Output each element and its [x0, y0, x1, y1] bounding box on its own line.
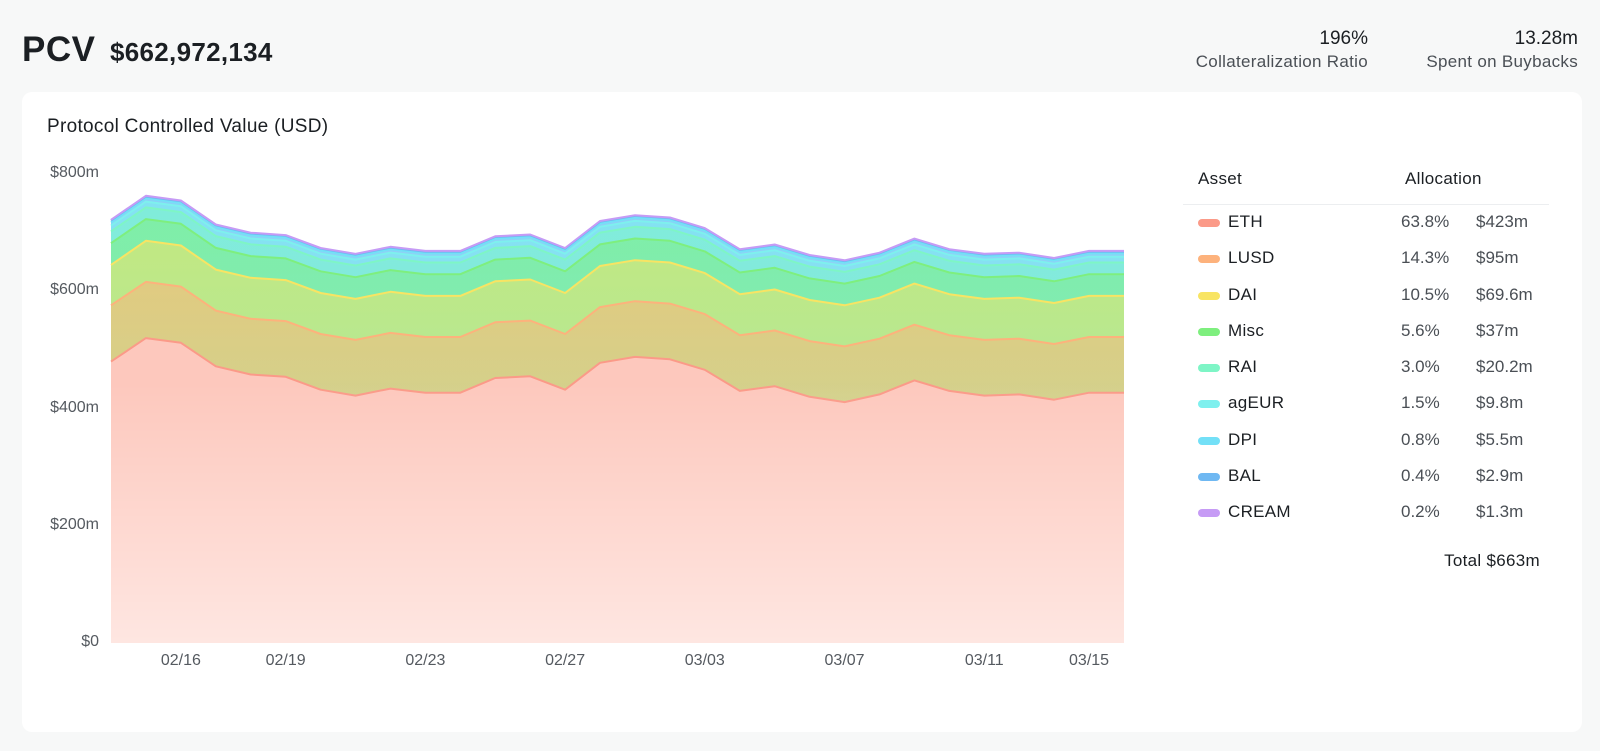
legend-asset-amount: $69.6m — [1476, 284, 1533, 304]
x-tick-label: 03/03 — [684, 652, 725, 669]
legend-item-cream[interactable]: CREAM 0.2% $1.3m — [1183, 495, 1549, 531]
collateralization-label: Collateralization Ratio — [1195, 52, 1368, 71]
legend-asset-percent: 3.0% — [1401, 357, 1440, 377]
series-line-lusd — [110, 280, 1124, 348]
legend-swatch — [1198, 364, 1220, 373]
legend-swatch — [1198, 400, 1220, 409]
legend-asset-amount: $95m — [1476, 248, 1519, 268]
legend-asset-percent: 10.5% — [1401, 284, 1450, 304]
legend-asset-amount: $9.8m — [1476, 393, 1524, 413]
legend-asset-name: BAL — [1228, 466, 1262, 486]
y-tick-label: $200m — [50, 515, 99, 533]
legend-asset-percent: 1.5% — [1401, 393, 1440, 413]
legend-asset-percent: 0.2% — [1401, 502, 1440, 522]
legend-asset-amount: $423m — [1476, 212, 1528, 231]
x-tick-label: 03/07 — [824, 652, 865, 669]
legend-item-eth[interactable]: ETH 63.8% $423m — [1183, 205, 1549, 241]
legend-asset-name: RAI — [1228, 357, 1258, 377]
legend-swatch — [1198, 473, 1220, 482]
x-tick-label: 02/19 — [265, 652, 306, 669]
legend-asset-name: agEUR — [1228, 393, 1285, 413]
legend-item-dai[interactable]: DAI 10.5% $69.6m — [1183, 278, 1549, 314]
buyback-value: 13.28m — [1514, 28, 1578, 49]
legend-asset-name: DPI — [1228, 429, 1258, 449]
chart-title: Protocol Controlled Value (USD) — [47, 116, 329, 137]
x-tick-label: 03/11 — [964, 652, 1004, 669]
pcv-chart-card: Protocol Controlled Value (USD) $0 $200m $… — [22, 92, 1582, 732]
legend-item-rai[interactable]: RAI 3.0% $20.2m — [1183, 350, 1549, 386]
legend-item-ageur[interactable]: agEUR 1.5% $9.8m — [1183, 386, 1549, 422]
legend-asset-amount: $2.9m — [1476, 466, 1524, 486]
allocation-legend: Asset Allocation ETH 63.8% $423m LUSD 14.3% $… — [1183, 158, 1549, 570]
legend-item-misc[interactable]: Misc 5.6% $37m — [1183, 314, 1549, 350]
legend-asset-percent: 5.6% — [1401, 320, 1440, 340]
stacked-area-chart[interactable] — [22, 92, 1172, 732]
y-tick-label: $800m — [50, 164, 99, 181]
series-line-ageur — [110, 200, 1124, 267]
legend-swatch — [1198, 327, 1220, 336]
y-tick-label: $0 — [81, 633, 99, 650]
page-header: PCV $662,972,134 196% Collateralization … — [22, 28, 1578, 78]
series-line-dpi — [110, 197, 1124, 264]
legend-header: Asset Allocation — [1183, 158, 1549, 205]
legend-asset-name: LUSD — [1228, 248, 1275, 268]
series-line-dai — [110, 239, 1124, 307]
page-title: PCV — [22, 30, 96, 69]
legend-asset-name: DAI — [1228, 284, 1258, 304]
legend-item-dpi[interactable]: DPI 0.8% $5.5m — [1183, 423, 1549, 459]
legend-asset-percent: 63.8% — [1401, 212, 1450, 231]
legend-total: Total $663m — [1444, 551, 1540, 570]
y-tick-label: $600m — [50, 281, 99, 299]
area-fade-overlay — [111, 383, 1124, 643]
legend-item-lusd[interactable]: LUSD 14.3% $95m — [1183, 241, 1549, 277]
legend-asset-amount: $1.3m — [1476, 502, 1524, 522]
pcv-total-value: $662,972,134 — [110, 37, 273, 67]
legend-asset-amount: $20.2m — [1476, 357, 1533, 377]
legend-swatch — [1198, 291, 1220, 300]
legend-asset-percent: 0.8% — [1401, 429, 1440, 449]
x-tick-label: 03/15 — [1069, 652, 1110, 669]
legend-asset-percent: 0.4% — [1401, 466, 1440, 486]
legend-asset-amount: $5.5m — [1476, 429, 1524, 449]
legend-item-bal[interactable]: BAL 0.4% $2.9m — [1183, 459, 1549, 495]
legend-asset-amount: $37m — [1476, 320, 1519, 340]
y-tick-label: $400m — [50, 398, 99, 416]
legend-swatch — [1198, 255, 1220, 264]
legend-rows: ETH 63.8% $423m LUSD 14.3% $95m DAI 10.5% $69.6m… — [1183, 205, 1549, 532]
x-tick-label: 02/16 — [160, 652, 201, 669]
x-tick-label: 02/23 — [405, 652, 446, 669]
legend-swatch — [1198, 436, 1220, 445]
legend-swatch — [1198, 219, 1220, 227]
series-line-rai — [110, 206, 1124, 273]
collateralization-value: 196% — [1319, 28, 1368, 49]
series-line-cream — [110, 194, 1124, 262]
legend-asset-name: CREAM — [1228, 502, 1291, 522]
series-line-misc — [110, 218, 1124, 285]
legend-asset-header: Asset — [1198, 169, 1243, 188]
buyback-label: Spent on Buybacks — [1426, 52, 1578, 71]
legend-asset-name: ETH — [1228, 212, 1263, 231]
legend-asset-name: Misc — [1228, 320, 1265, 340]
x-tick-label: 02/27 — [545, 652, 586, 669]
buyback-stat: 13.28m Spent on Buybacks — [1426, 28, 1578, 72]
legend-allocation-header: Allocation — [1405, 169, 1482, 188]
collateralization-stat: 196% Collateralization Ratio — [1196, 28, 1368, 72]
legend-swatch — [1198, 509, 1220, 518]
legend-asset-percent: 14.3% — [1401, 248, 1450, 268]
